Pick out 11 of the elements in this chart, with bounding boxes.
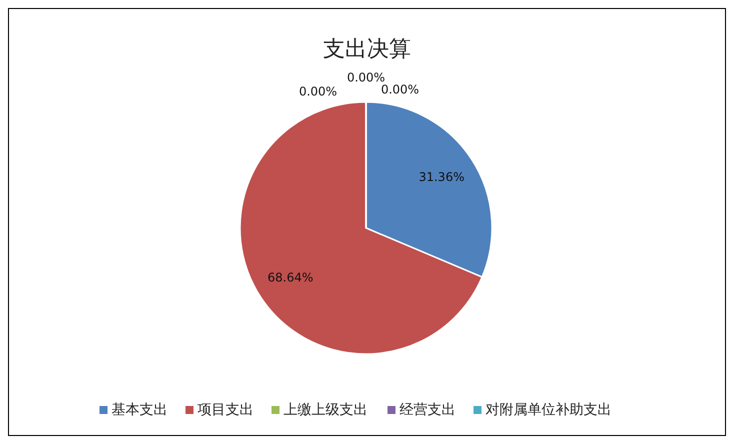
text: 0.00% [298, 84, 338, 98]
legend-label: 经营支出 [400, 402, 456, 418]
legend-label: 上缴上级支出 [284, 402, 368, 418]
data-label: 31.36% [418, 170, 464, 184]
legend-label: 对附属单位补助支出 [486, 402, 612, 418]
legend-label: 项目支出 [198, 402, 254, 418]
text: 0.00% [380, 82, 420, 96]
text: 0.00% [346, 70, 386, 84]
chart-title: 支出决算 [323, 37, 411, 62]
data-label: 68.64% [268, 270, 314, 284]
legend-label: 基本支出 [112, 402, 168, 418]
